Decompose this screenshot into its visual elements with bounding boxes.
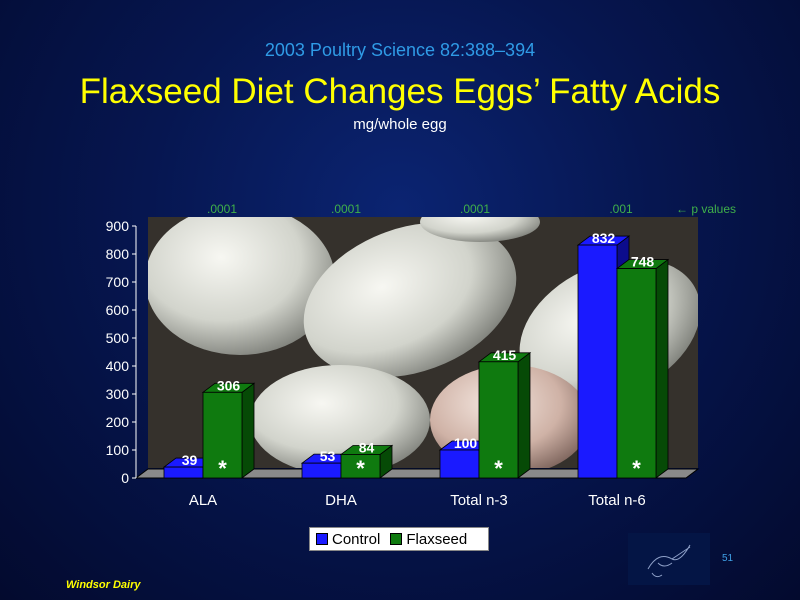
- legend-label-control: Control: [332, 530, 381, 548]
- data-label: 39: [182, 452, 198, 468]
- y-tick-label: 900: [106, 218, 130, 234]
- bar-flaxseed: [478, 361, 519, 479]
- y-tick-label: 100: [106, 442, 130, 458]
- bar-flaxseed: [340, 454, 381, 479]
- bar-control: [439, 449, 480, 479]
- data-label: 84: [359, 439, 375, 455]
- legend-item-control: Control: [316, 531, 380, 548]
- bar-side: [655, 258, 669, 479]
- bar-side: [517, 351, 531, 479]
- page-number: 51: [722, 553, 734, 564]
- y-tick-label: 200: [106, 414, 130, 430]
- y-tick-label: 400: [106, 358, 130, 374]
- data-label: 748: [631, 254, 655, 270]
- p-value-dha: .0001: [330, 202, 362, 216]
- units-label: mg/whole egg: [353, 116, 447, 133]
- y-tick-label: 500: [106, 330, 130, 346]
- y-tick-label: 0: [121, 470, 129, 486]
- data-label: 306: [217, 377, 241, 393]
- y-tick-label: 700: [106, 274, 130, 290]
- citation: 2003 Poultry Science 82:388–394: [264, 40, 536, 60]
- p-values-row: .0001 .0001 .0001 .001 ← p values: [0, 202, 800, 218]
- x-tick-label: DHA: [325, 492, 357, 509]
- significance-marker: *: [218, 456, 227, 481]
- footer-brand: Windsor Dairy: [66, 579, 141, 591]
- significance-marker: *: [356, 456, 365, 481]
- p-value-total-n3: .0001: [459, 202, 491, 216]
- pen-sketch-logo-icon: [628, 533, 710, 585]
- p-value-total-n6: .001: [609, 202, 633, 216]
- legend-label-flaxseed: Flaxseed: [406, 530, 468, 548]
- legend-swatch-flaxseed: [390, 533, 403, 545]
- bar-side: [241, 382, 255, 479]
- bar-control: [301, 462, 342, 479]
- legend-swatch-control: [316, 533, 328, 545]
- legend: Control Flaxseed: [309, 527, 489, 551]
- p-value-ala: .0001: [206, 202, 238, 216]
- bar-control: [577, 244, 618, 479]
- p-values-note: ← p values: [676, 202, 737, 216]
- significance-marker: *: [494, 456, 503, 481]
- x-tick-label: Total n-3: [450, 492, 508, 509]
- legend-item-flaxseed: Flaxseed: [390, 531, 467, 548]
- data-label: 832: [592, 230, 616, 246]
- data-label: 100: [454, 435, 478, 451]
- x-tick-label: Total n-6: [588, 492, 646, 509]
- significance-marker: *: [632, 456, 641, 481]
- data-label: 415: [493, 347, 517, 363]
- data-label: 53: [320, 448, 336, 464]
- y-tick-label: 300: [106, 386, 130, 402]
- bar-flaxseed: [616, 268, 657, 479]
- bar-flaxseed: [202, 391, 243, 479]
- y-tick-label: 800: [106, 246, 130, 262]
- slide-title: Flaxseed Diet Changes Eggs’ Fatty Acids: [79, 72, 721, 111]
- y-tick-label: 600: [106, 302, 130, 318]
- x-tick-label: ALA: [189, 492, 217, 509]
- bar-control: [163, 466, 204, 479]
